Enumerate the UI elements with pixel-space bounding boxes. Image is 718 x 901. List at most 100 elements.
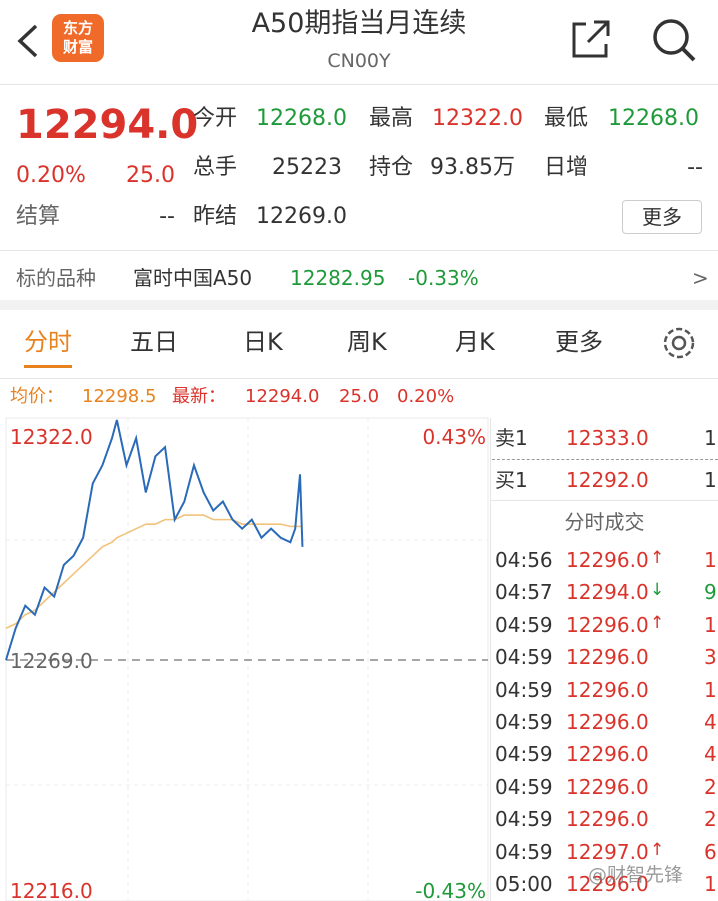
trade-price: 12296.0 [566,774,649,799]
trade-price: 12296.0 [566,612,649,637]
settings-button[interactable] [660,324,698,362]
field-value: 12268.0 [608,106,699,131]
subtitle: CN00Y [327,50,391,72]
divider [0,84,718,85]
trade-time: 04:59 [495,710,553,734]
intraday-chart: 12322.0 12269.0 12216.0 0.43% -0.43% [5,417,489,901]
trade-time: 04:59 [495,677,553,702]
underlying-name: 富时中国A50 [133,266,253,290]
buy-volume: 1 [704,468,717,492]
field-label: 最高 [369,106,414,131]
tab[interactable]: 更多 [555,328,603,356]
divider [490,418,491,901]
back-button[interactable] [12,22,42,60]
trade-price: 12296.0 [566,548,649,572]
trade-price: 12296.0 [566,645,649,670]
last: 12294.0 [245,386,320,407]
trade-time: 04:57 [495,580,553,605]
y-tick-label: 12216.0 [10,879,93,901]
underlying-percent: -0.33% [408,266,479,290]
avg-label: 均价： [10,386,64,407]
field-label: 日增 [544,155,589,180]
divider [0,378,718,379]
app-logo[interactable]: 东方 财富 [52,14,104,62]
field-label: 最低 [544,106,589,131]
trade-direction: ↑ [650,839,665,860]
field-label: 持仓 [369,155,414,180]
field-label: 结算 [16,204,61,229]
trades-title: 分时成交 [564,510,645,534]
tab[interactable]: 五日 [130,328,178,356]
buy-label: 买1 [495,468,528,492]
trade-price: 12297.0 [566,839,649,864]
divider [491,500,718,501]
trade-time: 04:59 [495,612,553,637]
share-button[interactable] [570,18,612,60]
title: A50期指当月连续 [251,8,467,39]
trade-price: 12296.0 [566,807,649,832]
trade-volume: 2 [704,807,717,832]
y-tick-label: 12322.0 [10,425,93,449]
trade-price: 12296.0 [566,677,649,702]
tab-underline [24,365,72,368]
percent: 0.20% [16,163,86,188]
field-value: 12269.0 [256,204,347,229]
trade-direction: ↓ [650,580,665,601]
trade-volume: 1 [704,677,717,702]
trade-price: 12296.0 [566,742,649,767]
trade-volume: 2 [704,774,717,799]
buy-price: 12292.0 [566,468,649,492]
arrow: > [692,266,709,290]
trade-volume: 6 [704,839,717,864]
trade-direction: ↑ [650,548,665,568]
trade-time: 04:56 [495,548,553,572]
trade-volume: 4 [704,710,717,734]
y2-tick-label: -0.43% [415,879,486,901]
trade-volume: 1 [704,872,717,896]
trade-volume: 4 [704,742,717,767]
tab[interactable]: 分时 [24,328,72,356]
logo-text: 东方 [62,19,93,37]
watermark: @财智先锋 [588,864,684,886]
underlying-label: 标的品种 [16,266,96,290]
price-line [5,419,304,661]
y-tick-label: 12269.0 [10,649,93,673]
field-label: 昨结 [193,204,238,229]
field-value: 12322.0 [432,106,523,131]
trade-time: 04:59 [495,742,553,767]
underlying-price: 12282.95 [290,266,386,290]
spacer [0,300,718,310]
divider [492,459,718,460]
field-label: 总手 [193,155,238,180]
field-value: -- [687,155,703,180]
trade-volume: 3 [704,645,717,670]
trade-time: 04:59 [495,645,553,670]
trade-volume: 1 [704,612,717,637]
trade-time: 05:00 [495,872,553,896]
price-line [5,514,303,630]
logo-text: 财富 [62,38,93,56]
sell-label: 卖1 [495,426,528,450]
search-button[interactable] [650,16,698,64]
field-value: 93.85万 [430,155,515,180]
price: 12294.0 [16,102,199,148]
trade-price: 12296.0 [566,872,649,896]
field-label: 今开 [193,106,238,131]
trade-direction: ↑ [650,612,665,633]
sell-price: 12333.0 [566,426,649,450]
tab[interactable]: 月K [455,328,495,356]
sell-volume: 1 [704,426,717,450]
tab[interactable]: 周K [347,328,387,356]
field-value: 25223 [272,155,342,180]
percent: 0.20% [397,386,455,407]
more-button[interactable]: 更多 [622,200,702,234]
trade-volume: 9 [704,580,717,605]
change: 25.0 [339,386,380,407]
change: 25.0 [126,163,175,188]
trade-volume: 1 [704,548,717,572]
trade-price: 12294.0 [566,580,649,605]
field-value: -- [159,204,175,229]
y2-tick-label: 0.43% [422,425,486,449]
tab[interactable]: 日K [243,328,283,356]
